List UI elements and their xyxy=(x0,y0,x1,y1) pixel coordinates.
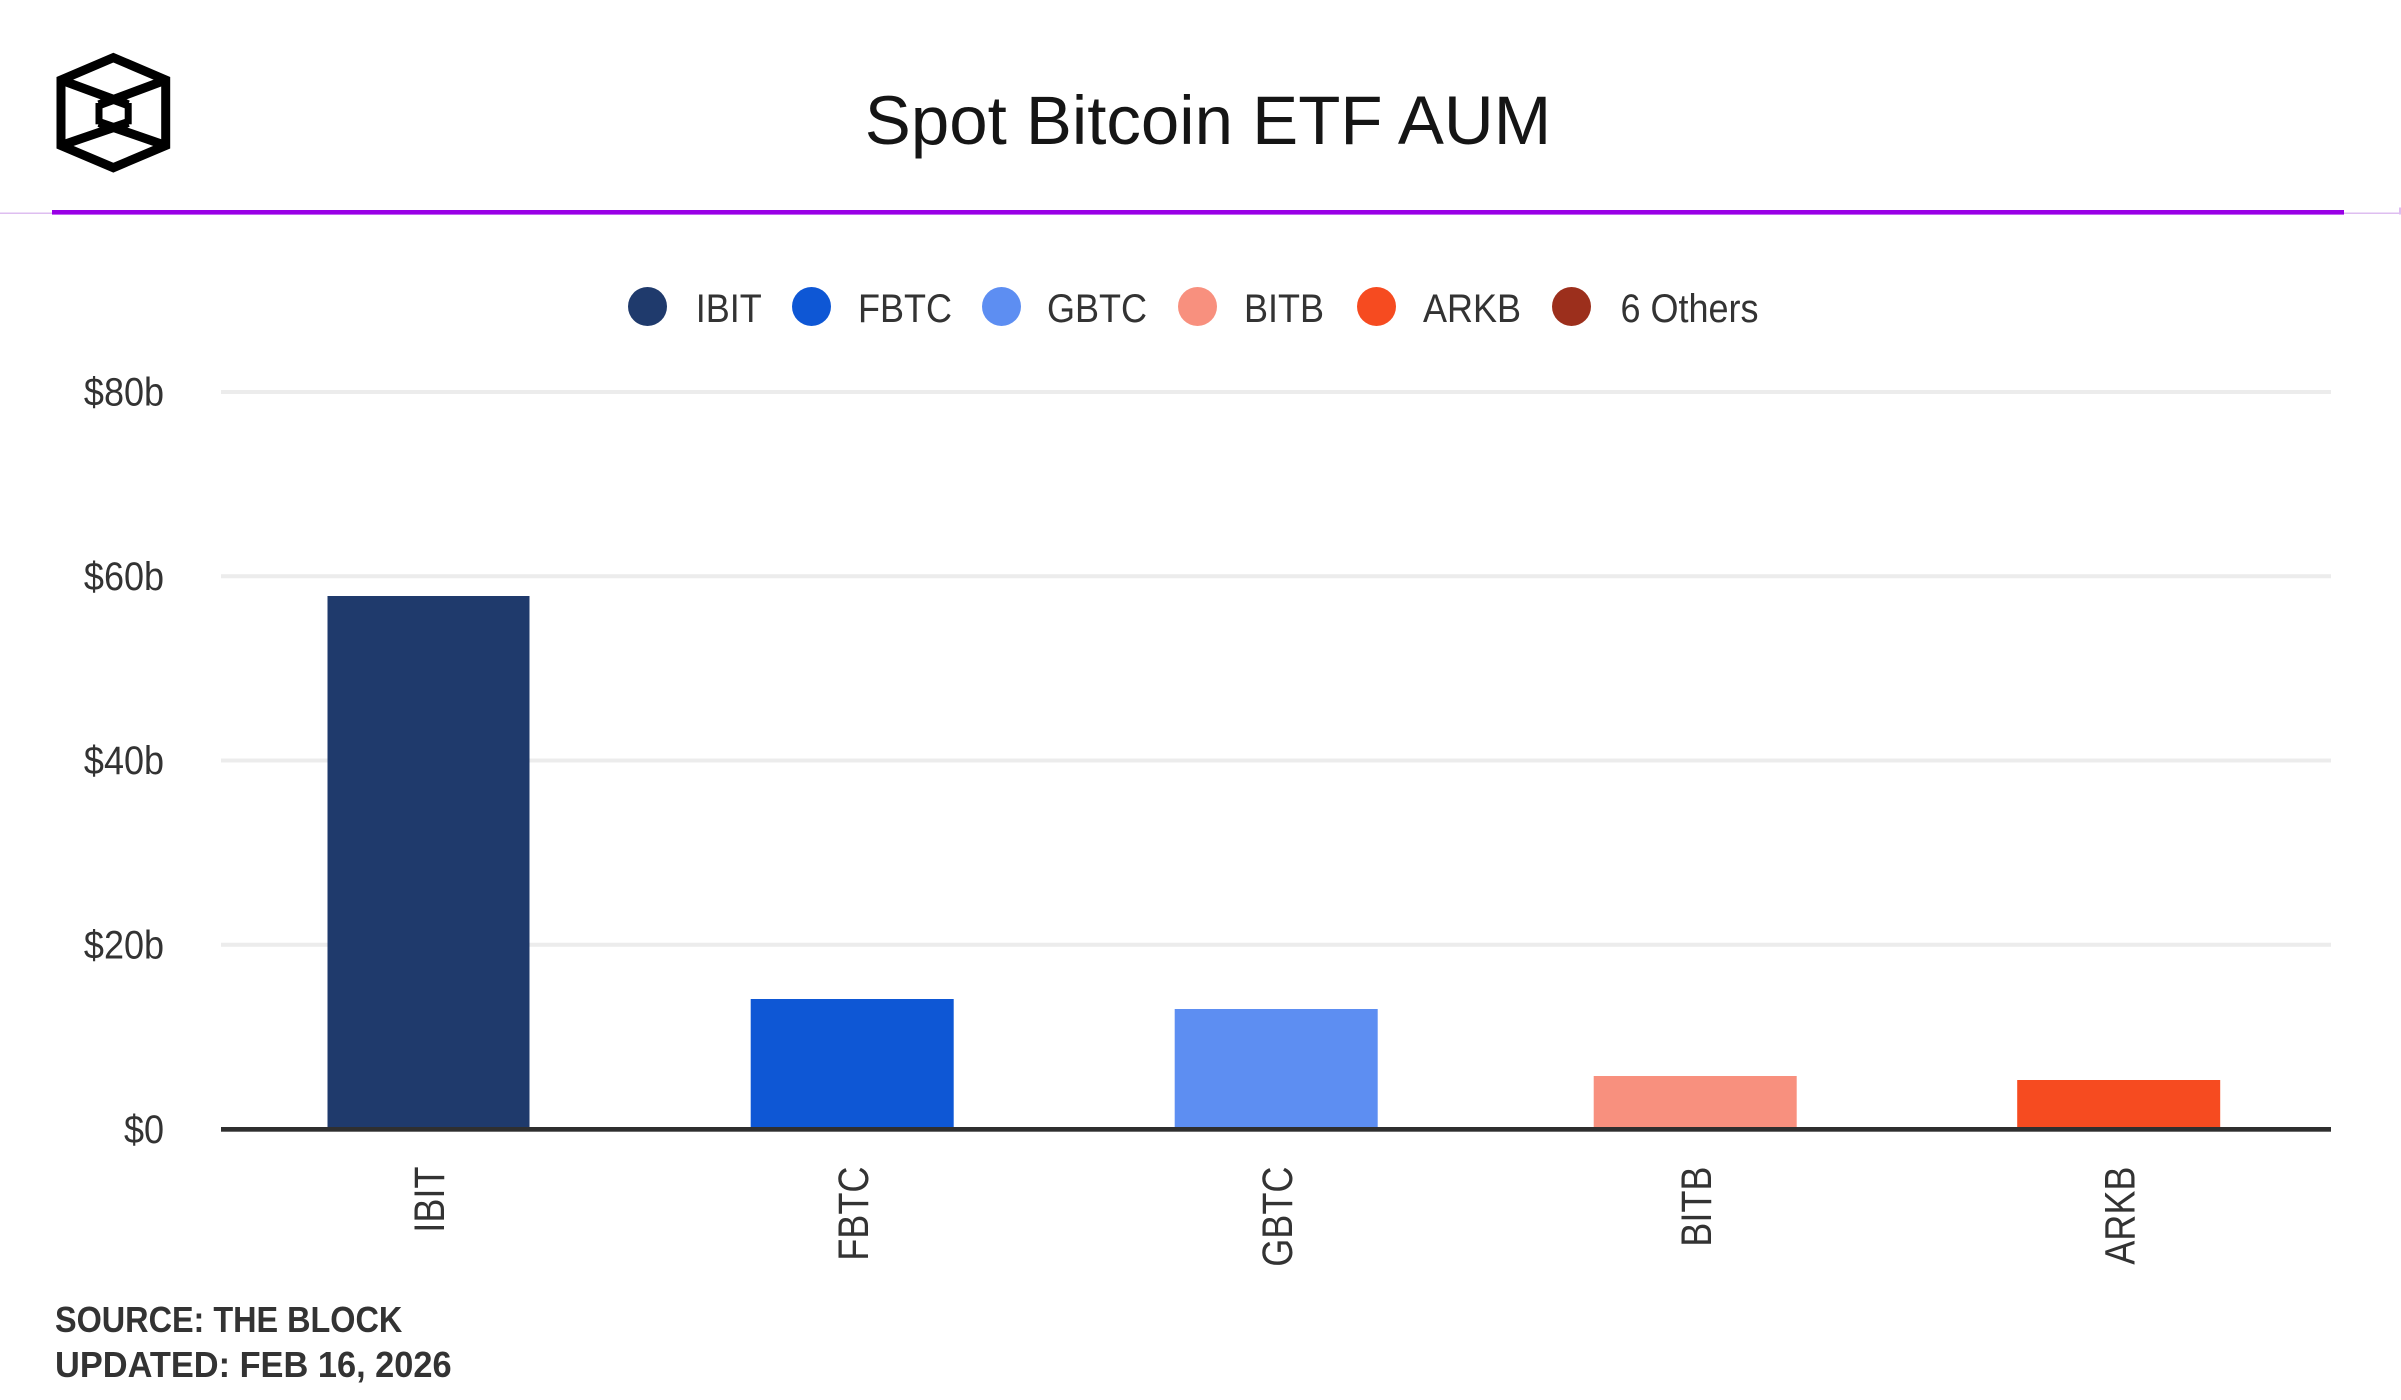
svg-text:6 Others: 6 Others xyxy=(1621,287,1759,331)
svg-text:ARKB: ARKB xyxy=(1423,287,1521,331)
svg-text:FBTC: FBTC xyxy=(858,287,952,331)
svg-text:$0: $0 xyxy=(124,1108,164,1152)
svg-text:$40b: $40b xyxy=(84,739,164,783)
svg-text:IBIT: IBIT xyxy=(696,287,762,331)
svg-text:GBTC: GBTC xyxy=(1254,1167,1302,1267)
svg-text:BITB: BITB xyxy=(1244,287,1324,331)
svg-text:IBIT: IBIT xyxy=(406,1167,454,1233)
svg-text:BITB: BITB xyxy=(1673,1167,1721,1247)
svg-text:UPDATED: FEB 16, 2026: UPDATED: FEB 16, 2026 xyxy=(55,1345,452,1385)
svg-text:$20b: $20b xyxy=(84,924,164,968)
svg-text:$80b: $80b xyxy=(84,371,164,415)
svg-text:SOURCE: THE BLOCK: SOURCE: THE BLOCK xyxy=(55,1300,403,1340)
svg-text:FBTC: FBTC xyxy=(830,1167,878,1261)
svg-text:GBTC: GBTC xyxy=(1047,287,1147,331)
svg-text:ARKB: ARKB xyxy=(2096,1167,2144,1265)
svg-text:Spot Bitcoin ETF AUM: Spot Bitcoin ETF AUM xyxy=(865,82,1551,159)
svg-text:$60b: $60b xyxy=(84,555,164,599)
